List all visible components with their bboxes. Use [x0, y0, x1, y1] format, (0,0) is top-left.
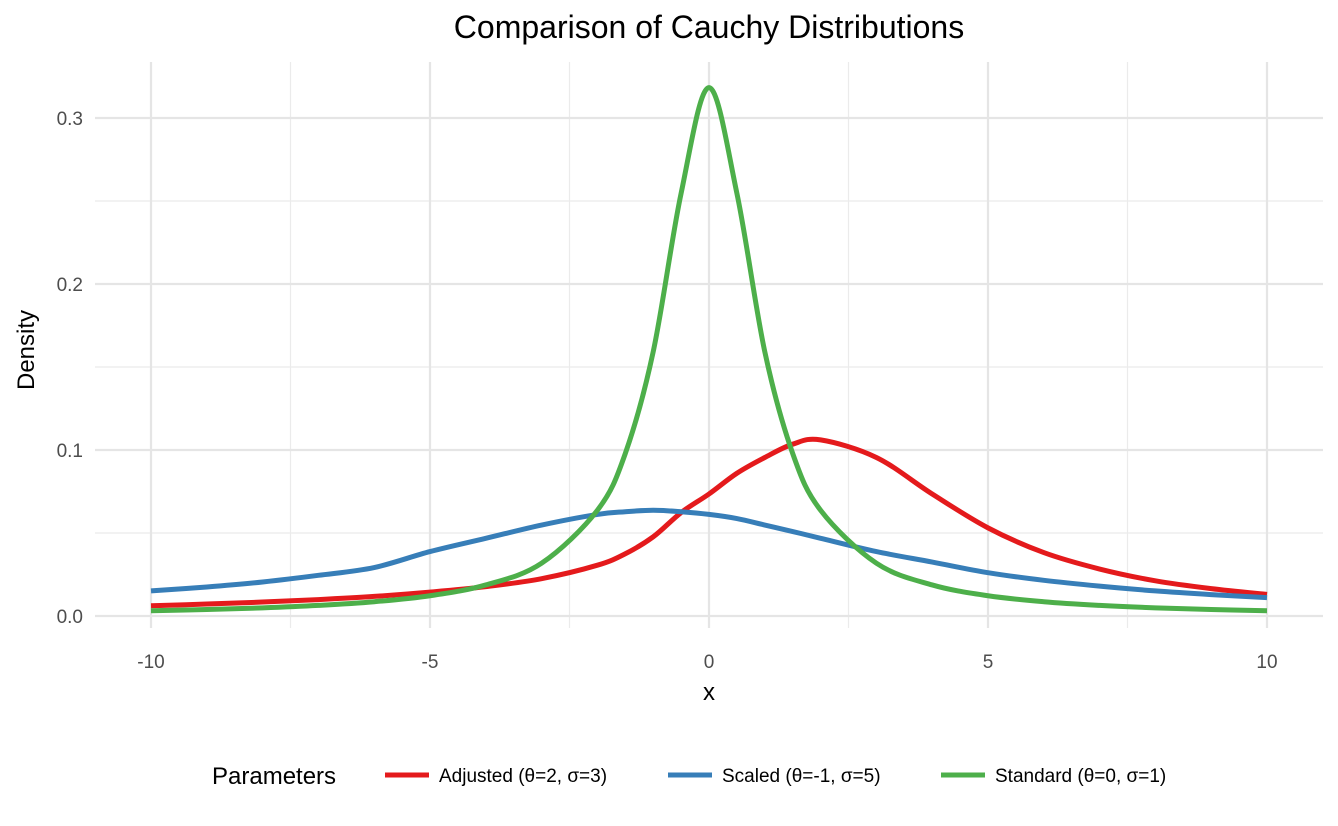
y-tick-label: 0.2 [57, 275, 83, 296]
legend-label-3: Standard (θ=0, σ=1) [995, 766, 1166, 787]
x-tick-label: 5 [983, 652, 994, 673]
series-lines [150, 85, 1268, 614]
x-tick-label: 10 [1256, 652, 1277, 673]
series-line-3 [150, 85, 1268, 614]
legend: Parameters Adjusted (θ=2, σ=3) Scaled (θ=… [212, 763, 1166, 790]
y-tick-label: 0.1 [57, 441, 83, 462]
legend-title: Parameters [212, 763, 336, 790]
y-axis-title: Density [13, 310, 40, 390]
y-tick-label: 0.3 [57, 109, 83, 130]
x-tick-label: -5 [422, 652, 439, 673]
x-tick-label: -10 [137, 652, 164, 673]
legend-label-2: Scaled (θ=-1, σ=5) [722, 766, 881, 787]
legend-label-1: Adjusted (θ=2, σ=3) [439, 766, 607, 787]
series-line-1 [150, 436, 1268, 609]
major-gridlines [95, 62, 1323, 628]
y-tick-label: 0.0 [57, 607, 83, 628]
x-tick-label: 0 [704, 652, 715, 673]
chart-title: Comparison of Cauchy Distributions [454, 9, 964, 45]
x-axis-title: x [703, 679, 715, 706]
series-line-2 [150, 507, 1268, 601]
y-axis-tick-labels: 0.0 0.1 0.2 0.3 [57, 109, 83, 628]
x-axis-tick-labels: -10 -5 0 5 10 [137, 652, 1277, 673]
